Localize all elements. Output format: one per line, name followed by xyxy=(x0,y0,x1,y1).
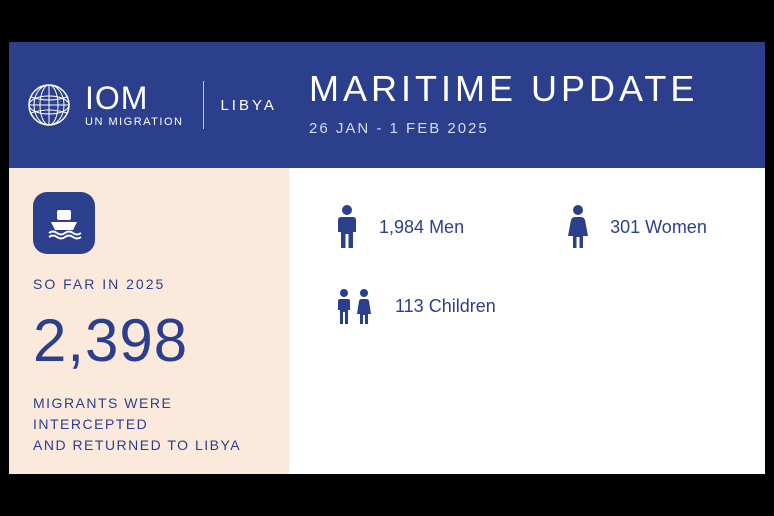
org-subtitle: UN MIGRATION xyxy=(85,117,183,128)
stat-children: 113 Children xyxy=(333,286,496,326)
stat-text: 1,984 Men xyxy=(379,217,464,238)
infographic-card: IOM UN MIGRATION LIBYA MARITIME UPDATE 2… xyxy=(9,42,765,474)
breakdown-row-1: 1,984 Men 301 Women xyxy=(333,204,745,250)
children-icon xyxy=(333,286,377,326)
org-name: IOM xyxy=(85,82,183,114)
woman-icon xyxy=(564,204,592,250)
caption-line-2: AND RETURNED TO LIBYA xyxy=(33,437,241,453)
summary-panel: SO FAR IN 2025 2,398 MIGRANTS WERE INTER… xyxy=(9,168,289,474)
page-title: MARITIME UPDATE xyxy=(309,68,765,110)
stat-text: 301 Women xyxy=(610,217,707,238)
date-range: 26 JAN - 1 FEB 2025 xyxy=(309,120,765,137)
region-label: LIBYA xyxy=(220,97,276,114)
org-name-block: IOM UN MIGRATION xyxy=(85,82,183,128)
boat-icon xyxy=(33,192,95,254)
stat-men: 1,984 Men xyxy=(333,204,464,250)
caption-line-1: MIGRANTS WERE INTERCEPTED xyxy=(33,395,172,432)
header: IOM UN MIGRATION LIBYA MARITIME UPDATE 2… xyxy=(9,42,765,168)
period-label: SO FAR IN 2025 xyxy=(33,276,265,292)
man-icon xyxy=(333,204,361,250)
breakdown-row-2: 113 Children xyxy=(333,286,745,326)
breakdown-panel: 1,984 Men 301 Women xyxy=(289,168,765,474)
body: SO FAR IN 2025 2,398 MIGRANTS WERE INTER… xyxy=(9,168,765,474)
header-title-block: MARITIME UPDATE 26 JAN - 1 FEB 2025 xyxy=(289,42,765,168)
total-count: 2,398 xyxy=(33,306,265,375)
stat-text: 113 Children xyxy=(395,296,496,317)
stat-women: 301 Women xyxy=(564,204,707,250)
total-caption: MIGRANTS WERE INTERCEPTED AND RETURNED T… xyxy=(33,393,265,456)
header-branding: IOM UN MIGRATION LIBYA xyxy=(9,42,289,168)
divider xyxy=(203,81,204,129)
globe-icon xyxy=(27,83,71,127)
